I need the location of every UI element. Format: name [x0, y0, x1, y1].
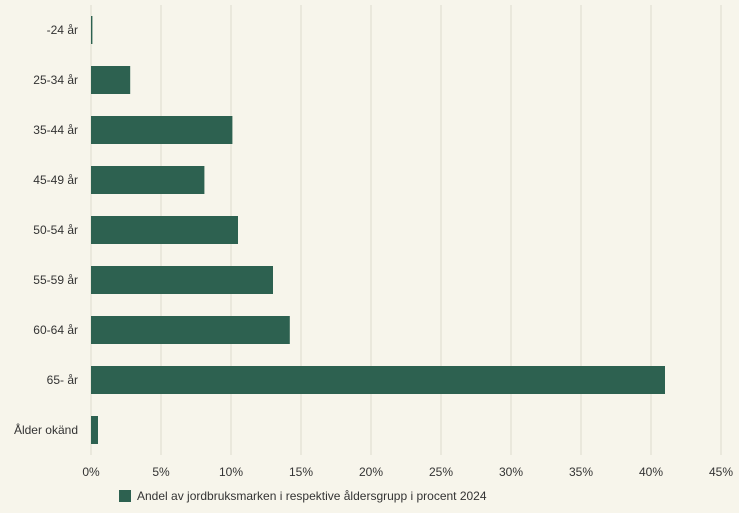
x-tick-label: 5%: [152, 465, 170, 479]
x-axis-tick-labels: 0% 5% 10% 15% 20% 25% 30% 35% 40% 45%: [82, 465, 733, 479]
bars: [91, 16, 665, 444]
category-label: Ålder okänd: [14, 422, 78, 437]
bar: [91, 416, 98, 444]
bar: [91, 266, 273, 294]
category-label: 65- år: [47, 373, 78, 387]
x-tick-label: 25%: [429, 465, 453, 479]
bar: [91, 366, 665, 394]
x-tick-label: 35%: [569, 465, 593, 479]
category-labels: -24 år 25-34 år 35-44 år 45-49 år 50-54 år 55…: [14, 23, 78, 437]
x-tick-label: 15%: [289, 465, 313, 479]
legend-label: Andel av jordbruksmarken i respektive ål…: [137, 489, 487, 503]
category-label: 45-49 år: [33, 173, 78, 187]
category-label: -24 år: [47, 23, 78, 37]
grid-lines: [90, 5, 722, 455]
category-label: 60-64 år: [33, 323, 78, 337]
bar: [91, 66, 131, 94]
x-tick-label: 0%: [82, 465, 100, 479]
x-tick-label: 10%: [219, 465, 243, 479]
category-label: 35-44 år: [33, 123, 78, 137]
x-tick-label: 40%: [639, 465, 663, 479]
bar: [91, 16, 93, 44]
legend: Andel av jordbruksmarken i respektive ål…: [119, 489, 487, 503]
x-tick-label: 20%: [359, 465, 383, 479]
bar: [91, 216, 238, 244]
bar: [91, 316, 290, 344]
x-tick-label: 45%: [709, 465, 733, 479]
category-label: 50-54 år: [33, 223, 78, 237]
bar: [91, 166, 205, 194]
bar: [91, 116, 233, 144]
legend-swatch: [119, 490, 131, 502]
category-label: 55-59 år: [33, 273, 78, 287]
category-label: 25-34 år: [33, 73, 78, 87]
x-tick-label: 30%: [499, 465, 523, 479]
